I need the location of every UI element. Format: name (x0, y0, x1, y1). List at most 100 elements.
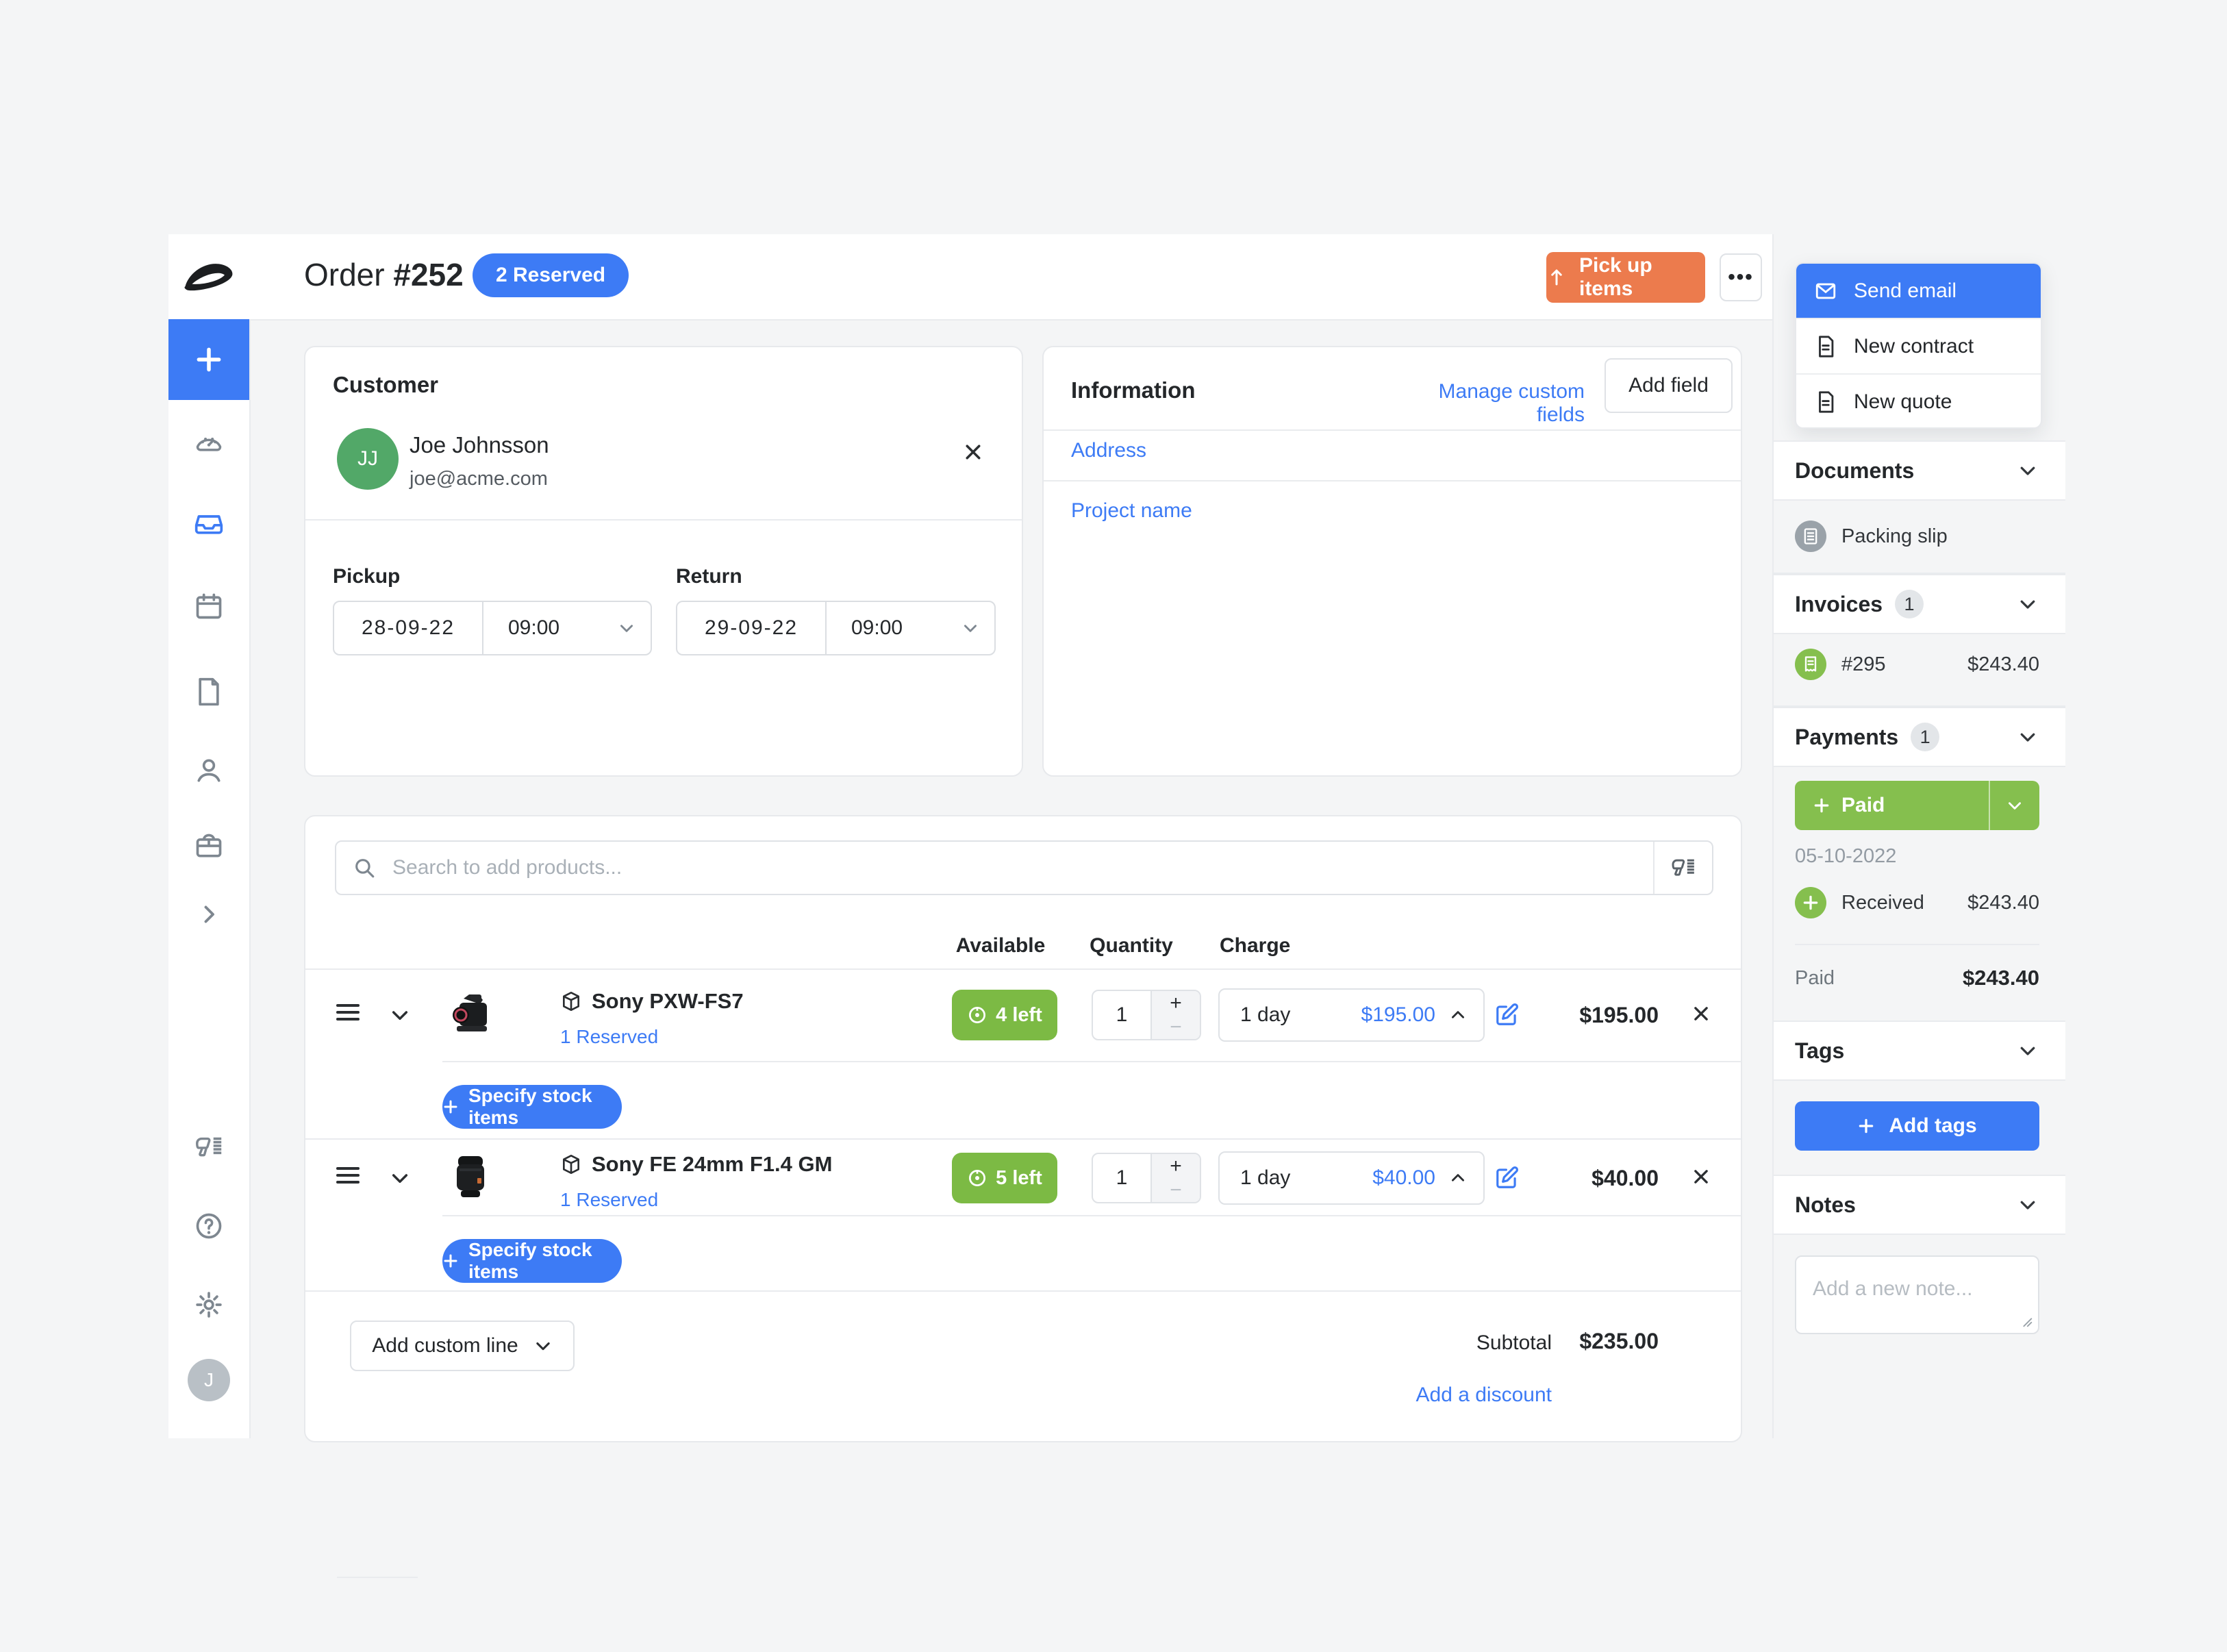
column-header-available: Available (955, 934, 1046, 957)
specify-stock-items-button[interactable]: Specify stock items (442, 1085, 622, 1129)
sidebar-add-button[interactable] (168, 319, 249, 400)
new-contract-button[interactable]: New contract (1796, 318, 2041, 373)
pickup-label: Pickup (333, 565, 401, 588)
product-search-bar (335, 840, 1713, 895)
calendar-icon (194, 591, 224, 621)
resize-handle-icon[interactable] (2019, 1314, 2034, 1329)
pickup-date-input[interactable]: 28-09-22 (334, 602, 483, 654)
customer-email: joe@acme.com (410, 468, 548, 490)
gauge-icon (194, 427, 224, 457)
new-note-input[interactable] (1795, 1255, 2039, 1334)
drag-handle[interactable] (336, 1163, 360, 1188)
plus-icon (442, 1253, 459, 1269)
info-field-project-name[interactable]: Project name (1071, 499, 1192, 522)
add-discount-link[interactable]: Add a discount (1416, 1384, 1552, 1406)
remove-line-button[interactable] (1691, 1004, 1711, 1023)
pick-up-items-button[interactable]: Pick up items (1546, 252, 1705, 303)
expand-row-button[interactable] (389, 1004, 411, 1026)
quantity-value[interactable]: 1 (1116, 1166, 1128, 1189)
drag-handle[interactable] (336, 1000, 360, 1025)
invoices-section-header[interactable]: Invoices 1 (1774, 574, 2065, 634)
user-avatar[interactable]: J (168, 1359, 249, 1401)
sidebar-item-settings[interactable] (168, 1290, 249, 1320)
table-divider (305, 968, 1741, 970)
charge-period: 1 day (1240, 1166, 1291, 1189)
line-total: $40.00 (1591, 1166, 1659, 1190)
document-item-packing-slip[interactable]: Packing slip (1795, 521, 2039, 552)
chevron-down-icon (618, 619, 636, 637)
invoice-icon (1795, 649, 1826, 680)
line-total: $195.00 (1579, 1003, 1659, 1027)
add-custom-line-button[interactable]: Add custom line (350, 1321, 575, 1371)
add-tags-button[interactable]: Add tags (1795, 1101, 2039, 1151)
tags-section-header[interactable]: Tags (1774, 1021, 2065, 1081)
quantity-decrease-button[interactable]: − (1170, 1015, 1182, 1038)
remove-line-button[interactable] (1691, 1167, 1711, 1186)
documents-section-header[interactable]: Documents (1774, 440, 2065, 501)
plus-icon (442, 1099, 459, 1115)
manage-custom-fields-link[interactable]: Manage custom fields (1438, 380, 1585, 426)
edit-charge-button[interactable] (1494, 1001, 1520, 1027)
notes-section-header[interactable]: Notes (1774, 1175, 2065, 1235)
package-icon (560, 1153, 582, 1175)
payment-item[interactable]: Received $243.40 (1795, 887, 2039, 918)
sidebar-item-calendar[interactable] (168, 591, 249, 621)
chevron-down-icon (533, 1336, 553, 1355)
info-field-address[interactable]: Address (1071, 439, 1147, 462)
gear-icon (194, 1290, 224, 1320)
payments-section-header[interactable]: Payments 1 (1774, 707, 2065, 767)
sidebar-item-documents[interactable] (168, 677, 249, 707)
table-divider (442, 1061, 1741, 1062)
return-date-input[interactable]: 29-09-22 (677, 602, 827, 654)
panel-row-divider (1795, 944, 2039, 945)
reserved-link[interactable]: 1 Reserved (560, 1189, 659, 1210)
sidebar-item-dashboard[interactable] (168, 427, 249, 457)
add-field-button[interactable]: Add field (1605, 358, 1733, 413)
payments-count-badge: 1 (1911, 723, 1940, 751)
more-options-button[interactable]: ••• (1720, 253, 1762, 301)
sidebar-item-scanner[interactable] (168, 1132, 249, 1162)
panel-divider (1772, 234, 1774, 1438)
sidebar-item-help[interactable] (168, 1211, 249, 1241)
charge-price: $40.00 (1372, 1166, 1435, 1189)
quantity-decrease-button[interactable]: − (1170, 1178, 1182, 1201)
edit-charge-button[interactable] (1494, 1164, 1520, 1190)
return-datetime-group: 29-09-22 09:00 (676, 601, 996, 655)
quantity-increase-button[interactable]: + (1170, 1154, 1182, 1177)
invoice-item[interactable]: #295 $243.40 (1795, 649, 2039, 680)
chevron-down-icon (2017, 1040, 2038, 1061)
table-divider (305, 1290, 1741, 1292)
customer-name[interactable]: Joe Johnsson (410, 432, 549, 458)
left-sidebar: J (168, 234, 418, 1578)
sidebar-expand-button[interactable] (168, 899, 249, 929)
charge-selector[interactable]: 1 day $40.00 (1218, 1151, 1485, 1205)
chevron-down-icon (2017, 727, 2038, 747)
expand-row-button[interactable] (389, 1167, 411, 1189)
product-name[interactable]: Sony PXW-FS7 (560, 989, 744, 1014)
panel-row-divider (1774, 705, 2065, 707)
app-logo[interactable] (168, 234, 249, 319)
send-email-button[interactable]: Send email (1796, 264, 2041, 318)
new-quote-button[interactable]: New quote (1796, 373, 2041, 427)
specify-stock-items-button[interactable]: Specify stock items (442, 1239, 622, 1283)
mark-paid-button[interactable]: Paid (1795, 781, 1990, 830)
paid-dropdown-button[interactable] (1990, 781, 2039, 830)
customer-section-title: Customer (333, 372, 439, 397)
pickup-time-input[interactable]: 09:00 (483, 602, 651, 654)
scan-barcode-button[interactable] (1653, 842, 1712, 894)
return-time-input[interactable]: 09:00 (827, 602, 994, 654)
sidebar-item-products[interactable] (168, 831, 249, 861)
quantity-value[interactable]: 1 (1116, 1003, 1128, 1026)
sidebar-item-customers[interactable] (168, 755, 249, 786)
search-input[interactable] (391, 855, 1653, 880)
sidebar-item-orders[interactable] (168, 509, 249, 539)
plus-icon (1813, 797, 1830, 814)
remove-customer-button[interactable] (963, 442, 983, 462)
chevron-up-icon (1449, 1006, 1467, 1024)
quantity-increase-button[interactable]: + (1170, 991, 1182, 1014)
product-name[interactable]: Sony FE 24mm F1.4 GM (560, 1152, 832, 1177)
reserved-link[interactable]: 1 Reserved (560, 1026, 659, 1047)
charge-selector[interactable]: 1 day $195.00 (1218, 988, 1485, 1042)
avatar: J (188, 1359, 230, 1401)
